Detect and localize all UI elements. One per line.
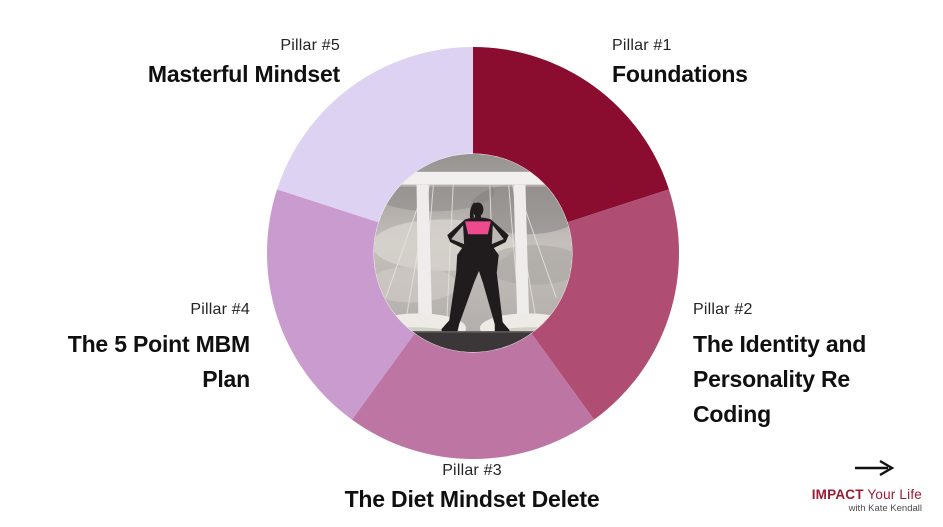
logo-tagline: with Kate Kendall: [848, 503, 922, 514]
center-photo-art: [374, 154, 572, 352]
pillar3-tag: Pillar #3: [442, 462, 502, 479]
pillar2-label-group: Pillar #2 The Identity and Personality R…: [693, 300, 923, 432]
logo-brand-rest: Your Life: [863, 487, 922, 502]
logo-brand-line: IMPACT Your Life: [812, 487, 922, 502]
pillar4-label-group: Pillar #4 The 5 Point MBM Plan: [10, 300, 250, 397]
brand-logo: IMPACT Your Life with Kate Kendall: [812, 487, 922, 514]
pillar5-title: Masterful Mindset: [147, 61, 340, 87]
donut-segment-pillar5: [277, 47, 473, 223]
left-post: [416, 184, 433, 333]
woman-silhouette: [441, 202, 510, 334]
donut-segment-pillar2: [531, 189, 679, 420]
donut-segment-pillar3: [351, 333, 595, 459]
pillar4-tag: Pillar #4: [190, 301, 250, 318]
pink-sports-bra: [465, 221, 491, 235]
pillar1-label-group: Pillar #1 Foundations: [612, 36, 902, 89]
pillar4-title: The 5 Point MBM Plan: [67, 331, 250, 392]
pillar1-tag: Pillar #1: [612, 37, 672, 54]
pillar5-label-group: Pillar #5 Masterful Mindset: [60, 36, 340, 89]
pillar3-label-group: Pillar #3 The Diet Mindset Delete: [312, 461, 632, 514]
logo-brand-bold: IMPACT: [811, 487, 864, 502]
pillar3-title: The Diet Mindset Delete: [344, 486, 600, 512]
right-armpit-gap: [491, 225, 504, 245]
donut-segment-pillar4: [267, 189, 415, 420]
right-post: [513, 184, 530, 333]
donut-segment-pillar1: [473, 47, 669, 223]
left-armpit-gap: [451, 225, 465, 245]
pillar5-tag: Pillar #5: [280, 37, 340, 54]
pillar2-tag: Pillar #2: [693, 301, 753, 318]
top-beam: [374, 171, 572, 185]
center-photo: [374, 154, 572, 352]
pillar2-title: The Identity and Personality Re Coding: [693, 331, 867, 427]
right-arrow-icon: [852, 459, 896, 477]
pillar1-title: Foundations: [612, 61, 748, 87]
